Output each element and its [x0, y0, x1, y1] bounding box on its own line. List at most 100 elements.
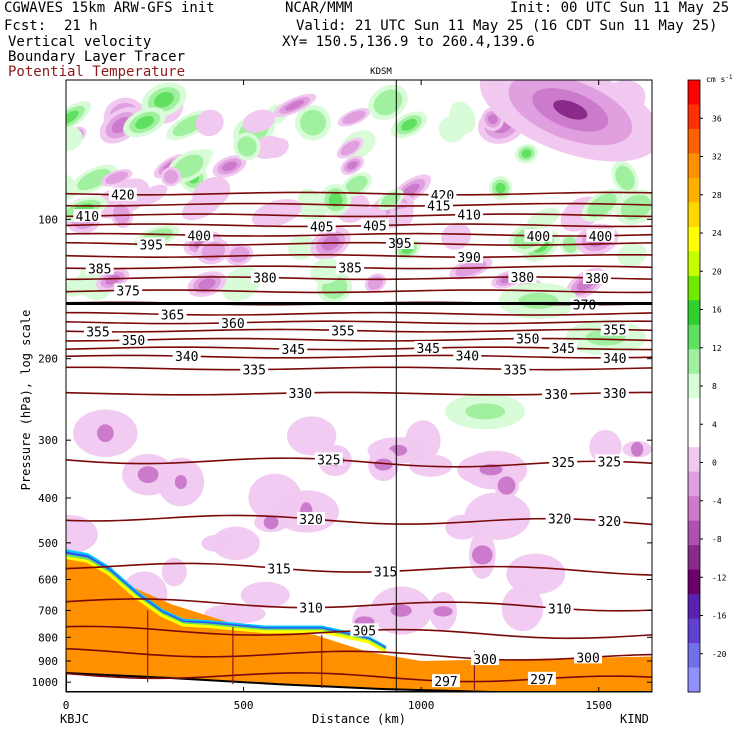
theta-contour-label: 330	[603, 387, 626, 402]
x-tick-label: 1000	[408, 699, 435, 712]
theta-contour	[66, 289, 652, 294]
theta-contour-label: 340	[603, 352, 626, 367]
init-time: Init: 00 UTC Sun 11 May 25	[510, 0, 730, 16]
theta-contour-label: 410	[457, 209, 480, 224]
theta-contour-label: 355	[603, 324, 626, 339]
theta-contour-label: 330	[544, 388, 567, 403]
theta-contour-label: 325	[598, 455, 621, 470]
colorbar-swatch	[688, 300, 700, 326]
theta-contour-label: 385	[338, 262, 361, 277]
colorbar-swatch	[688, 202, 700, 228]
theta-contour	[66, 337, 652, 342]
colorbar-swatch	[688, 667, 700, 693]
theta-contour-label: 365	[161, 308, 184, 323]
theta-contour-label: 310	[299, 602, 322, 617]
y-tick-label: 300	[38, 434, 58, 447]
theta-contour-label: 320	[598, 515, 621, 530]
colorbar-tick-label: -16	[712, 612, 727, 621]
colorbar-swatch	[688, 80, 700, 105]
theta-contour	[66, 562, 652, 576]
theta-contour-label: 390	[457, 251, 480, 266]
theta-contour	[66, 366, 652, 371]
theta-contour-label: 340	[456, 350, 479, 365]
right-station-label: KIND	[620, 712, 649, 726]
colorbar-unit: cm s-1	[706, 74, 733, 84]
theta-contour	[66, 354, 652, 359]
colorbar-tick-label: 32	[712, 153, 722, 162]
fcst-value: 21 h	[64, 18, 98, 34]
colorbar-swatch	[688, 324, 700, 350]
y-tick-label: 200	[38, 353, 58, 366]
theta-contour-label: 395	[139, 238, 162, 253]
colorbar-tick-label: -20	[712, 650, 727, 659]
colorbar-tick-label: 16	[712, 306, 722, 315]
theta-contour-label: 380	[511, 271, 534, 286]
theta-contour-label: 320	[299, 513, 322, 528]
theta-contour-label: 360	[221, 317, 244, 332]
plot-frame	[65, 79, 653, 693]
boundary-layer-fill	[66, 554, 652, 692]
colorbar-swatch	[688, 373, 700, 399]
theta-contour-label: 350	[516, 333, 539, 348]
y-tick-label: 700	[38, 604, 58, 617]
theta-contour-label: 380	[253, 272, 276, 287]
colorbar-swatch	[688, 569, 700, 595]
theta-contour	[66, 223, 652, 228]
colorbar-swatch	[688, 545, 700, 571]
colorbar-tick-label: 24	[712, 229, 722, 238]
y-tick-label: 900	[38, 655, 58, 668]
theta-contour	[66, 191, 652, 196]
theta-contour-label: 400	[187, 229, 210, 244]
theta-contour-label: 305	[353, 624, 376, 639]
theta-contour-label: 345	[417, 342, 440, 357]
colorbar-tick-label: 28	[712, 191, 722, 200]
colorbar-tick-label: -12	[712, 573, 727, 582]
theta-contour-label: 335	[242, 364, 265, 379]
colorbar-swatch	[688, 496, 700, 522]
colorbar-tick-label: 8	[712, 382, 717, 391]
colorbar-tick-label: -4	[712, 497, 722, 506]
colorbar-swatch	[688, 226, 700, 252]
theta-contour-label: 325	[551, 456, 574, 471]
field-vertical-velocity: Vertical velocity	[8, 34, 152, 50]
colorbar-swatch	[688, 643, 700, 669]
theta-contour	[66, 647, 652, 661]
theta-contour-label: 405	[310, 220, 333, 235]
theta-contour-label: 405	[363, 220, 386, 235]
theta-contour-label: 400	[589, 230, 612, 245]
valid-time: Valid: 21 UTC Sun 11 May 25 (16 CDT Sun …	[296, 18, 718, 34]
colorbar-swatch	[688, 520, 700, 546]
y-tick-label: 800	[38, 631, 58, 644]
colorbar-tick-label: 4	[712, 420, 717, 429]
colorbar-tick-label: 36	[712, 114, 722, 123]
colorbar-swatch	[688, 471, 700, 497]
theta-contour-label: 370	[573, 299, 596, 314]
theta-contour-label: 355	[331, 324, 354, 339]
theta-contour-label: 350	[122, 334, 145, 349]
terrain-ground	[66, 671, 652, 692]
theta-contour-label: 415	[427, 200, 450, 215]
fcst-label: Fcst:	[4, 18, 47, 34]
axes: 0 500 1000 1500 100 200 300 400 500 600 700 800 900 1…	[32, 80, 652, 712]
theta-contour-label: 310	[548, 602, 571, 617]
field-boundary-layer-tracer: Boundary Layer Tracer	[8, 49, 186, 65]
colorbar-tick-label: 0	[712, 459, 717, 468]
colorbar-swatch	[688, 422, 700, 448]
theta-contour-label: 340	[175, 350, 198, 365]
colorbar-swatch	[688, 251, 700, 277]
theta-contour-label: 420	[111, 189, 134, 204]
colorbar: 36 32 28 24 20 16 12 8 4 0 -4 -8 -12 -16 -20	[687, 79, 727, 693]
colorbar-tick-label: 12	[712, 344, 722, 353]
model-title: CGWAVES 15km ARW-GFS init	[4, 0, 215, 16]
colorbar-swatch	[688, 275, 700, 301]
theta-contour	[66, 328, 652, 333]
y-axis-label: Pressure (hPa), log scale	[19, 310, 33, 491]
theta-contour-label: 335	[504, 363, 527, 378]
theta-contour	[66, 232, 652, 237]
theta-contour-label: 355	[86, 326, 109, 341]
y-tick-label: 100	[38, 213, 58, 226]
colorbar-swatch	[688, 398, 700, 424]
theta-contour-label: 410	[76, 210, 99, 225]
